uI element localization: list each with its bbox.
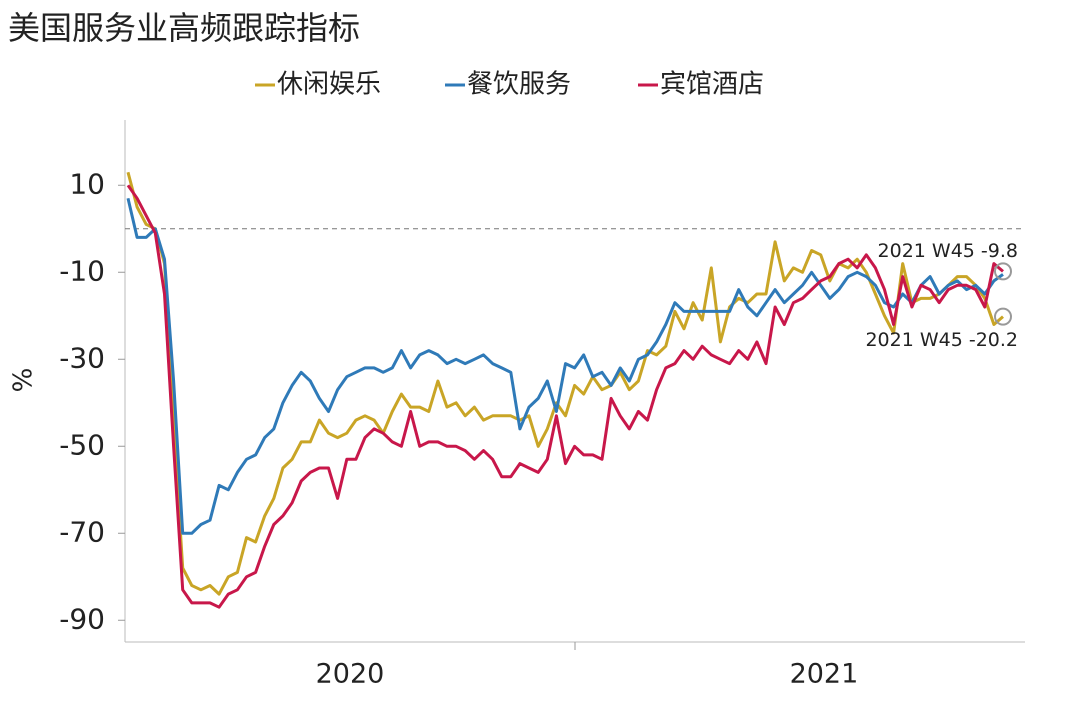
y-tick-label: -90	[59, 602, 105, 635]
series-line	[126, 197, 1004, 535]
y-tick-label: -10	[59, 254, 105, 287]
legend-label: 餐饮服务	[467, 70, 571, 100]
x-tick-label: 2020	[316, 659, 385, 690]
highlight-marker	[994, 262, 1012, 281]
annotation: 2021 W45 -20.2	[865, 329, 1018, 351]
chart-title: 美国服务业高频跟踪指标	[8, 9, 360, 47]
y-tick-label: -70	[59, 515, 105, 548]
y-tick-label: -50	[59, 428, 105, 461]
annotation: 2021 W45 -9.8	[878, 240, 1018, 262]
series-line	[126, 184, 1004, 609]
x-tick-label: 2021	[790, 659, 859, 690]
highlight-marker	[994, 307, 1012, 326]
y-tick-label: 10	[69, 167, 105, 200]
y-axis-label: %	[9, 368, 39, 393]
y-tick-label: -30	[59, 341, 105, 374]
legend-label: 宾馆酒店	[660, 70, 764, 100]
series-line	[126, 171, 1004, 596]
legend-label: 休闲娱乐	[277, 70, 381, 100]
